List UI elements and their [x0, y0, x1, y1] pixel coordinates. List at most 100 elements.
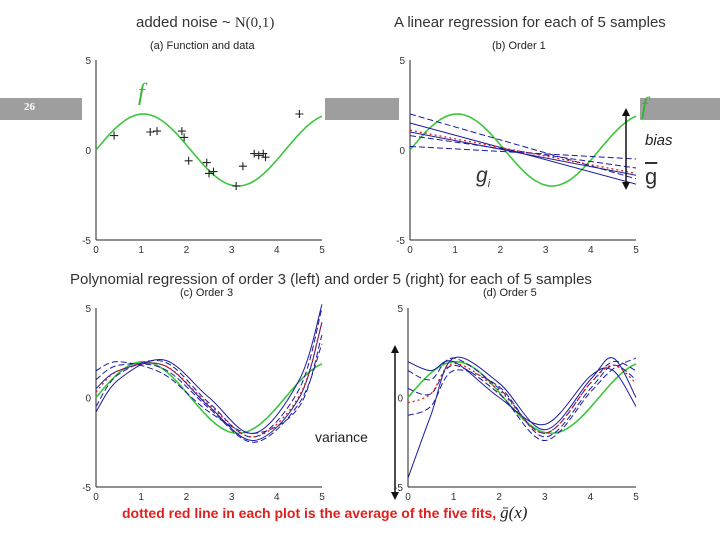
panel-d-title: (d) Order 5	[483, 287, 537, 299]
noise-header: added noise ~ N(0,1)	[136, 14, 274, 32]
panel-b-xtick-3: 3	[543, 245, 549, 256]
panel-d-ytick-0: 0	[397, 394, 403, 405]
linear-regression-header: A linear regression for each of 5 sample…	[394, 14, 666, 31]
g-i-label: gi	[476, 164, 490, 190]
noise-distribution: N(0,1)	[234, 15, 275, 31]
panel-a-title: (a) Function and data	[150, 40, 255, 52]
variance-label: variance	[315, 429, 368, 445]
panel-a-data-point	[110, 131, 119, 140]
f-label-left: f	[138, 80, 145, 106]
panel-a-data-point	[153, 127, 162, 136]
footer-note: dotted red line in each plot is the aver…	[122, 503, 527, 523]
panel-d-xtick-0: 0	[405, 492, 411, 503]
panel-a-xtick-5: 5	[319, 245, 325, 256]
panel-c-xtick-0: 0	[93, 492, 99, 503]
panel-c-xtick-1: 1	[138, 492, 144, 503]
panel-a-ytick-5: 5	[85, 56, 91, 67]
panel-a-data-point	[250, 149, 259, 158]
panel-a-data-point	[232, 182, 241, 190]
g-bar-letter: g	[645, 164, 658, 189]
panel-b-fit-line-1	[409, 113, 637, 180]
panel-a-xtick-4: 4	[274, 245, 280, 256]
panel-a-data-point	[202, 158, 211, 167]
g-i-letter: g	[476, 164, 488, 187]
panel-a-data-point	[295, 110, 304, 118]
panel-c-ytick-5: 5	[85, 304, 91, 315]
panel-c-xtick-3: 3	[229, 492, 235, 503]
panel-a-ytick-0: 0	[85, 146, 91, 157]
panel-a-ytick--5: -5	[82, 236, 91, 247]
panel-c-ytick-0: 0	[85, 394, 91, 405]
bias-arrow-head-top	[622, 108, 630, 116]
bias-label: bias	[645, 132, 673, 149]
panel-a-data-point	[205, 169, 213, 178]
panel-d-xtick-5: 5	[633, 492, 639, 503]
panel-c-title: (c) Order 3	[180, 287, 234, 299]
panel-b-xtick-0: 0	[407, 245, 413, 256]
divider-band-right	[640, 98, 720, 120]
panel-d-fit-line-2	[407, 356, 637, 479]
panel-b-ytick-5: 5	[399, 56, 405, 67]
footer-gbar-expr: ḡ(x)	[500, 503, 528, 522]
bias-arrow-head-bottom	[622, 182, 630, 190]
panel-b-true-function-line	[409, 113, 637, 187]
panel-d-fit-line-5	[407, 364, 637, 438]
noise-label: added noise ~	[136, 14, 235, 31]
panel-a-data-point	[146, 128, 155, 136]
g-bar-label: g	[645, 164, 657, 190]
panel-b-xtick-2: 2	[498, 245, 504, 256]
panel-b-fit-line-5	[409, 145, 637, 160]
panel-a-data-point	[261, 153, 270, 162]
g-i-subscript: i	[487, 178, 491, 191]
panel-c-fit-line-2	[95, 322, 323, 442]
panel-a-xtick-2: 2	[184, 245, 190, 256]
panel-d-fit-line-3	[407, 357, 637, 442]
panel-c-fit-line-5	[95, 343, 323, 443]
polynomial-caption: Polynomial regression of order 3 (left) …	[70, 271, 592, 288]
panel-b-ytick--5: -5	[396, 236, 405, 247]
panel-b-xtick-5: 5	[633, 245, 639, 256]
panel-a-xtick-0: 0	[93, 245, 99, 256]
panel-d-fit-line-1	[407, 357, 637, 434]
panel-a-xtick-3: 3	[229, 245, 235, 256]
panel-c-xtick-2: 2	[184, 492, 190, 503]
panel-d-ytick-5: 5	[397, 304, 403, 315]
panel-d-fit-line-4	[407, 360, 637, 426]
slide-number: 26	[24, 101, 35, 113]
panel-c-fit-line-4	[95, 304, 323, 434]
f-label-right: f	[641, 94, 648, 120]
panel-a-data-point	[209, 167, 218, 176]
panel-d-true-function-line	[407, 360, 637, 435]
variance-arrow-head-top	[391, 345, 399, 353]
panel-a-data-point	[177, 127, 186, 136]
panel-a-data-point	[180, 133, 189, 142]
panel-a-data-point	[238, 162, 247, 171]
divider-band-left	[0, 98, 82, 120]
panel-c-fit-line-1	[95, 307, 323, 438]
panel-d-ytick--5: -5	[394, 483, 403, 494]
panel-a-xtick-1: 1	[138, 245, 144, 256]
panel-d-average-fit-line	[407, 362, 637, 434]
panel-b-fit-line-4	[409, 131, 637, 176]
panel-b-xtick-1: 1	[452, 245, 458, 256]
panel-b-ytick-0: 0	[399, 146, 405, 157]
footer-text: dotted red line in each plot is the aver…	[122, 505, 497, 521]
panel-c-xtick-5: 5	[319, 492, 325, 503]
panel-d-xtick-2: 2	[496, 492, 502, 503]
panel-d-xtick-1: 1	[451, 492, 457, 503]
panel-c-xtick-4: 4	[274, 492, 280, 503]
panel-b-title: (b) Order 1	[492, 40, 546, 52]
panel-d-xtick-4: 4	[588, 492, 594, 503]
panel-c-ytick--5: -5	[82, 483, 91, 494]
panel-b-average-fit-line	[409, 129, 637, 175]
panel-a-data-point	[184, 156, 193, 165]
divider-band-mid	[325, 98, 399, 120]
variance-arrow-head-bottom	[391, 492, 399, 500]
panel-a-data-point	[254, 151, 263, 160]
panel-d-xtick-3: 3	[542, 492, 548, 503]
panel-b-fit-line-3	[409, 135, 637, 169]
panel-b-xtick-4: 4	[588, 245, 594, 256]
panel-c-fit-line-3	[95, 334, 323, 434]
panel-c-average-fit-line	[95, 322, 323, 438]
